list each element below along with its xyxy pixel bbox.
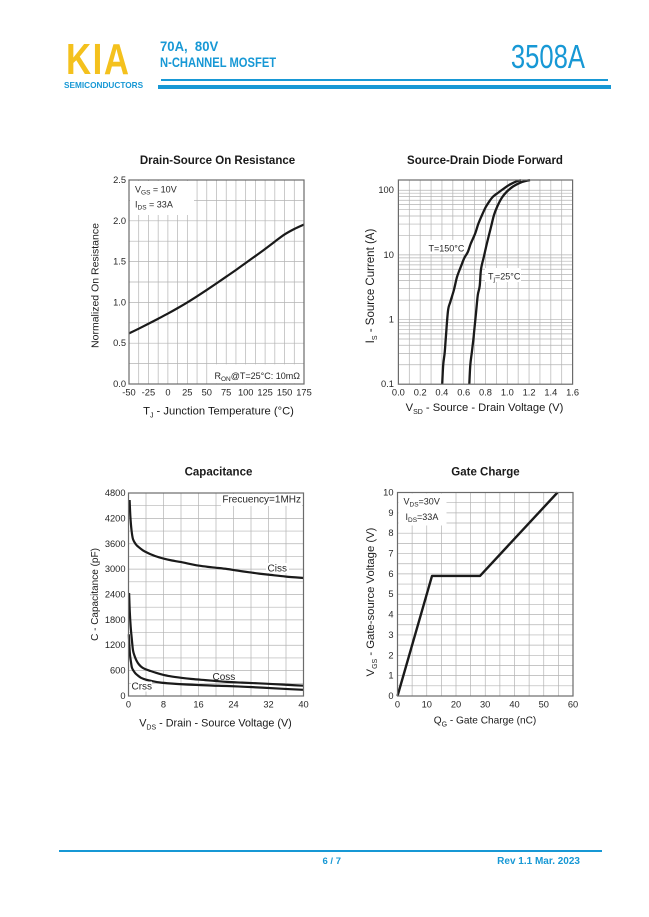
svg-text:0.8: 0.8 (479, 388, 492, 398)
svg-text:1.2: 1.2 (523, 388, 536, 398)
svg-text:Crss: Crss (132, 682, 153, 693)
svg-text:1.5: 1.5 (113, 257, 126, 267)
svg-text:20: 20 (451, 700, 461, 710)
svg-text:175: 175 (296, 388, 312, 398)
svg-text:1.6: 1.6 (566, 388, 579, 398)
svg-text:50: 50 (539, 700, 549, 710)
svg-text:0: 0 (120, 691, 125, 701)
svg-text:Normalized On Resistance: Normalized On Resistance (90, 223, 102, 348)
svg-text:4: 4 (388, 610, 393, 620)
svg-text:5: 5 (388, 589, 393, 599)
svg-text:1.0: 1.0 (113, 297, 126, 307)
svg-text:0: 0 (388, 691, 393, 701)
svg-text:1: 1 (388, 671, 393, 681)
svg-text:7: 7 (388, 549, 393, 559)
svg-text:125: 125 (257, 388, 273, 398)
svg-text:40: 40 (509, 700, 519, 710)
svg-text:25: 25 (182, 388, 192, 398)
svg-text:2.0: 2.0 (113, 216, 126, 226)
svg-text:8: 8 (388, 528, 393, 538)
svg-text:Frecuency=1MHz: Frecuency=1MHz (222, 495, 301, 506)
svg-text:100: 100 (378, 185, 394, 195)
svg-text:-50: -50 (122, 388, 135, 398)
svg-text:4200: 4200 (105, 513, 126, 523)
svg-text:0.0: 0.0 (113, 379, 126, 389)
svg-text:VGS - Gate-source Voltage (V): VGS - Gate-source Voltage (V) (365, 527, 379, 676)
svg-text:0.1: 0.1 (381, 379, 394, 389)
svg-text:0.5: 0.5 (113, 338, 126, 348)
svg-text:40: 40 (298, 700, 308, 710)
svg-text:2.5: 2.5 (113, 175, 126, 185)
svg-text:60: 60 (568, 700, 578, 710)
svg-text:0.4: 0.4 (435, 388, 448, 398)
svg-text:0: 0 (126, 700, 131, 710)
svg-text:0.6: 0.6 (457, 388, 470, 398)
svg-text:VSD - Source - Drain Voltage (: VSD - Source - Drain Voltage (V) (406, 402, 564, 416)
svg-text:6: 6 (388, 569, 393, 579)
svg-text:1200: 1200 (105, 640, 126, 650)
svg-text:VDS - Drain - Source Voltage (: VDS - Drain - Source Voltage (V) (139, 718, 292, 732)
svg-text:Coss: Coss (213, 672, 236, 683)
svg-text:3000: 3000 (105, 564, 126, 574)
svg-text:3600: 3600 (105, 539, 126, 549)
svg-text:1.4: 1.4 (544, 388, 557, 398)
svg-text:QG - Gate Charge (nC): QG - Gate Charge (nC) (434, 716, 537, 729)
svg-text:0: 0 (395, 700, 400, 710)
svg-text:0.0: 0.0 (392, 388, 405, 398)
svg-text:3: 3 (388, 630, 393, 640)
svg-text:Drain-Source On Resistance: Drain-Source On Resistance (140, 155, 295, 167)
svg-text:RON@T=25°C: 10mΩ: RON@T=25°C: 10mΩ (215, 371, 301, 383)
svg-text:100: 100 (238, 388, 254, 398)
svg-text:1.0: 1.0 (501, 388, 514, 398)
svg-text:C - Capacitance (pF): C - Capacitance (pF) (90, 548, 101, 641)
svg-text:2400: 2400 (105, 590, 126, 600)
svg-text:24: 24 (228, 700, 238, 710)
svg-text:TJ - Junction Temperature (°C): TJ - Junction Temperature (°C) (143, 406, 294, 420)
svg-text:4800: 4800 (105, 488, 126, 498)
svg-text:9: 9 (388, 508, 393, 518)
svg-text:2: 2 (388, 650, 393, 660)
svg-text:150: 150 (277, 388, 293, 398)
svg-text:10: 10 (422, 700, 432, 710)
svg-text:0.2: 0.2 (414, 388, 427, 398)
svg-text:-25: -25 (142, 388, 155, 398)
svg-text:16: 16 (193, 700, 203, 710)
svg-text:30: 30 (480, 700, 490, 710)
svg-text:Tj=25°C: Tj=25°C (488, 272, 521, 284)
svg-text:600: 600 (110, 666, 126, 676)
svg-text:50: 50 (202, 388, 212, 398)
svg-text:0: 0 (165, 388, 170, 398)
svg-text:8: 8 (161, 700, 166, 710)
svg-text:1800: 1800 (105, 615, 126, 625)
svg-text:T=150°C: T=150°C (429, 244, 465, 254)
svg-text:75: 75 (221, 388, 231, 398)
svg-text:Ciss: Ciss (268, 564, 287, 575)
svg-text:10: 10 (384, 250, 394, 260)
svg-text:IS - Source Current (A): IS - Source Current (A) (365, 229, 379, 344)
svg-text:10: 10 (383, 488, 393, 498)
svg-text:1: 1 (389, 315, 394, 325)
svg-text:32: 32 (263, 700, 273, 710)
svg-text:Gate Charge: Gate Charge (451, 467, 519, 479)
svg-text:Source-Drain Diode Forward: Source-Drain Diode Forward (407, 155, 563, 167)
svg-text:Capacitance: Capacitance (185, 467, 253, 479)
